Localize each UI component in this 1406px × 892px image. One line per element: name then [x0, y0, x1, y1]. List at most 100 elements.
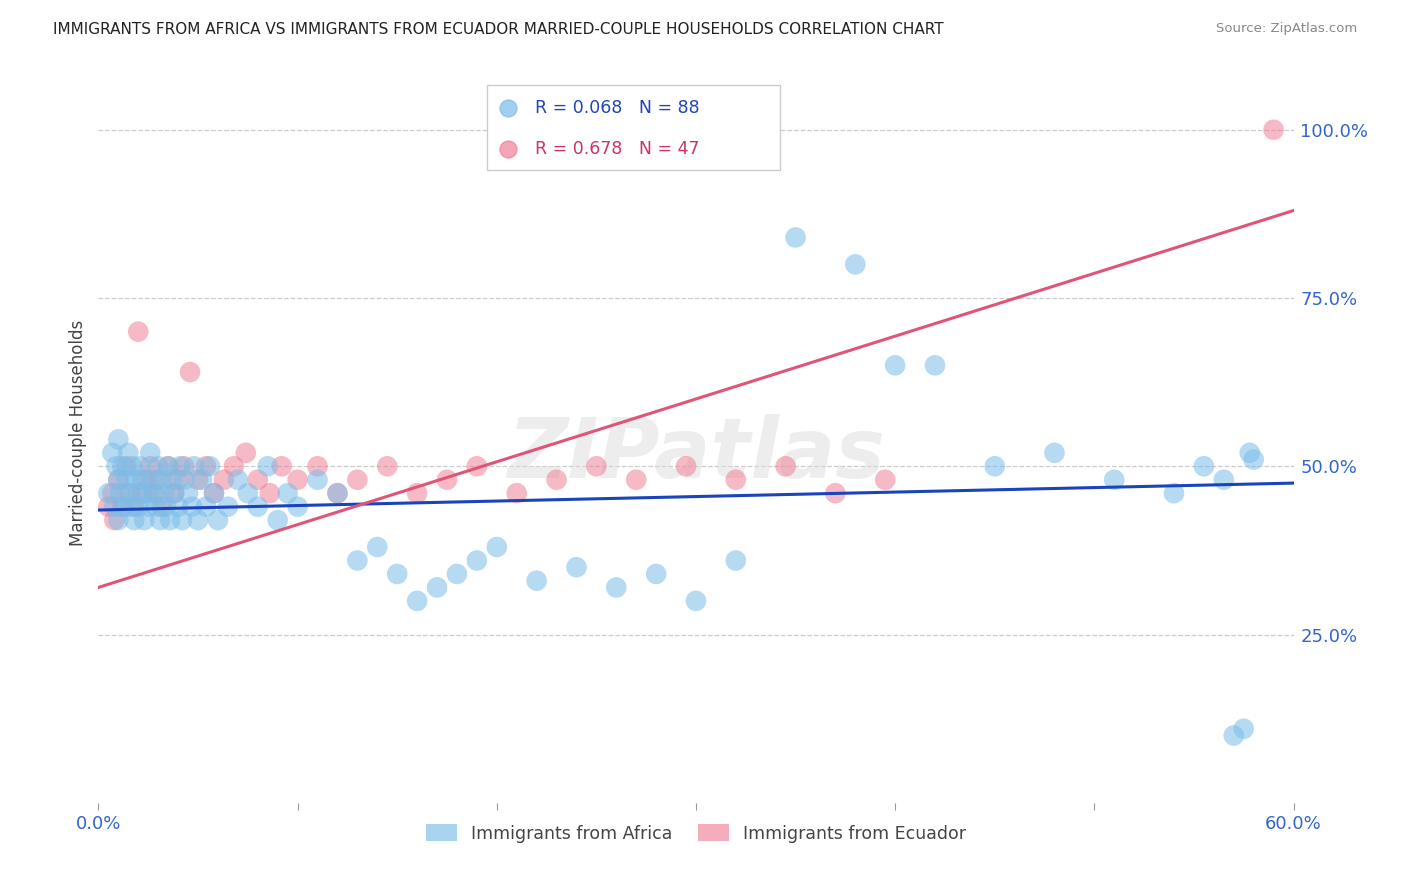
Point [117, 486, 139, 500]
Point [179, 365, 201, 379]
Point [150, 500, 173, 514]
Point [141, 473, 163, 487]
Point [287, 500, 309, 514]
Point [346, 473, 368, 487]
Point [212, 473, 235, 487]
Text: IMMIGRANTS FROM AFRICA VS IMMIGRANTS FROM ECUADOR MARRIED-COUPLE HOUSEHOLDS CORR: IMMIGRANTS FROM AFRICA VS IMMIGRANTS FRO… [53, 22, 943, 37]
Point [195, 500, 218, 514]
Point [127, 325, 149, 339]
Point [167, 473, 190, 487]
Point [163, 486, 186, 500]
Point [307, 459, 329, 474]
Point [195, 459, 218, 474]
Point [207, 513, 229, 527]
Point [1263, 122, 1285, 136]
Point [406, 486, 429, 500]
Point [270, 459, 292, 474]
Text: R = 0.678   N = 47: R = 0.678 N = 47 [534, 139, 699, 158]
Point [127, 500, 149, 514]
Point [135, 486, 157, 500]
Point [167, 500, 190, 514]
Point [107, 433, 129, 447]
Point [157, 459, 180, 474]
Point [785, 230, 807, 244]
Point [465, 459, 488, 474]
Point [105, 459, 128, 474]
Point [155, 500, 177, 514]
Point [984, 459, 1007, 474]
Point [875, 473, 897, 487]
Point [326, 486, 349, 500]
Point [148, 473, 170, 487]
Point [277, 486, 299, 500]
Y-axis label: Married-couple Households: Married-couple Households [69, 319, 87, 546]
Point [187, 473, 209, 487]
Point [526, 574, 548, 588]
Point [107, 473, 129, 487]
Point [111, 500, 134, 514]
Point [115, 459, 138, 474]
Point [217, 500, 239, 514]
Point [117, 446, 139, 460]
Point [145, 500, 167, 514]
Point [120, 486, 142, 500]
Point [202, 486, 225, 500]
Point [326, 486, 349, 500]
Point [129, 459, 152, 474]
Point [366, 540, 388, 554]
Point [565, 560, 588, 574]
Point [107, 473, 129, 487]
Point [153, 486, 176, 500]
Point [134, 513, 156, 527]
Point [446, 566, 468, 581]
Point [112, 500, 135, 514]
Point [131, 473, 153, 487]
Text: ZIPatlas: ZIPatlas [508, 414, 884, 495]
Point [103, 513, 125, 527]
Point [135, 473, 157, 487]
Point [125, 473, 148, 487]
Point [485, 540, 508, 554]
Point [465, 553, 488, 567]
Point [131, 486, 153, 500]
Point [236, 486, 259, 500]
Point [110, 486, 132, 500]
Legend: Immigrants from Africa, Immigrants from Ecuador: Immigrants from Africa, Immigrants from … [419, 818, 973, 850]
Point [724, 553, 747, 567]
Point [124, 513, 146, 527]
Point [685, 594, 707, 608]
Point [143, 486, 166, 500]
Point [169, 459, 191, 474]
Point [127, 486, 149, 500]
Point [346, 553, 368, 567]
Point [183, 459, 205, 474]
Point [173, 473, 195, 487]
Point [160, 473, 183, 487]
Point [136, 500, 159, 514]
Point [163, 486, 186, 500]
Point [675, 459, 697, 474]
Point [1212, 473, 1234, 487]
Point [770, 164, 793, 178]
Point [222, 459, 245, 474]
Point [585, 459, 607, 474]
Point [924, 359, 946, 373]
Point [307, 473, 329, 487]
Point [770, 201, 793, 215]
Point [436, 473, 458, 487]
Point [139, 459, 162, 474]
Point [111, 459, 134, 474]
Point [1239, 446, 1261, 460]
Point [775, 459, 797, 474]
Point [605, 581, 627, 595]
Point [121, 459, 143, 474]
Point [115, 473, 138, 487]
Point [226, 473, 249, 487]
Point [139, 446, 162, 460]
Point [1104, 473, 1126, 487]
Point [143, 486, 166, 500]
Point [385, 566, 409, 581]
Point [177, 486, 200, 500]
Point [97, 500, 120, 514]
Point [235, 446, 257, 460]
